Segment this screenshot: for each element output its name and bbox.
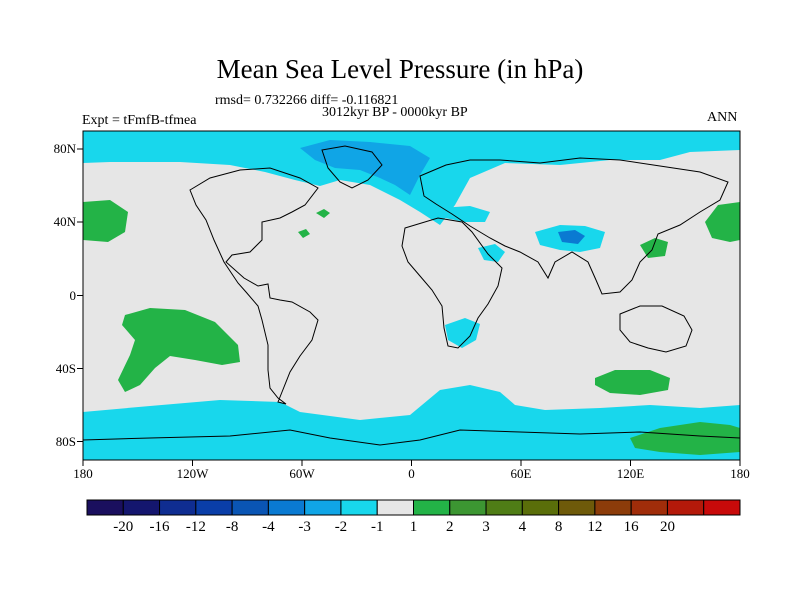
x-tick-label: 180 [73,466,93,481]
x-tick-label: 60W [289,466,315,481]
north-atlantic-negative-core [300,140,430,195]
colorbar-box [267,499,306,516]
colorbar-box [630,499,668,516]
south-pacific-positive-anomaly [118,308,240,392]
north-pacific-east-positive-anomaly [705,202,740,242]
colorbar-box [304,499,342,516]
south-africa-negative-anomaly [445,318,480,348]
arabia-negative-anomaly [478,244,505,262]
y-tick-label: 40S [55,360,76,376]
colorbar-box [195,499,233,516]
x-tick-label: 120W [176,466,209,481]
colorbar-box [376,499,415,516]
colorbar-box [703,499,741,516]
colorbar-box [594,499,632,516]
season-label: ANN [707,110,738,125]
antarctica-coastline [83,429,740,446]
colorbar-box [449,499,487,516]
colorbar-label: -1 [370,519,384,535]
x-tick-label: 180 [730,466,750,481]
stats-text: rmsd= 0.732266 diff= -0.116821 [215,93,399,108]
colorbar-box [485,499,523,516]
y-tick-label: 80S [55,433,76,449]
antarctic-positive-anomaly [630,422,740,455]
colorbar-label: -2 [334,519,348,535]
colorbar-label: 16 [623,519,639,535]
atlantic-small-positive-anomaly [316,209,330,218]
colorbar-label: -8 [225,519,239,535]
colorbar-box [231,499,269,516]
colorbar-label: 2 [446,519,454,535]
colorbar-label: 3 [482,519,490,535]
colorbar-label: 4 [518,519,527,535]
map-plot [83,131,740,460]
y-tick-label: 0 [69,287,77,303]
colorbar-box [340,499,378,516]
north-pacific-positive-anomaly [83,200,128,242]
atlantic-small-positive-anomaly-2 [298,229,310,238]
y-tick-label: 80N [53,141,76,156]
colorbar-label: -16 [149,519,170,535]
colorbar-box [413,499,451,516]
colorbar-box [521,499,560,516]
colorbar [86,499,741,516]
colorbar-label: -3 [298,519,311,535]
eurasia-coastline [419,157,729,295]
axis-ticks [77,148,741,466]
x-tick-label: 0 [408,466,415,481]
colorbar-box [86,499,124,516]
experiment-label: Expt = tFmfB-tfmea [82,113,197,128]
y-tick-label: 40N [53,214,76,229]
colorbar-box [122,499,161,516]
x-tick-label: 60E [510,466,532,481]
colorbar-box [558,499,596,516]
colorbar-label: 8 [554,519,563,535]
tibet-negative-core [558,230,585,244]
colorbar-label: -12 [185,519,206,535]
australia-coastline [619,305,693,353]
south-indian-positive-anomaly [595,370,670,395]
colorbar-label: -4 [262,519,275,535]
coastlines [83,145,740,446]
greenland-coastline [321,145,383,189]
colorbar-box [666,499,705,516]
mediterranean-negative-anomaly [440,206,490,222]
colorbar-label: 20 [659,519,675,535]
x-tick-label: 120E [616,466,645,481]
colorbar-box [159,499,197,516]
period-label: 3012kyr BP - 0000kyr BP [322,105,468,120]
africa-coastline [401,217,503,349]
colorbar-label: 1 [409,519,418,535]
map-title: Mean Sea Level Pressure (in hPa) [216,54,584,84]
southern-ocean-negative-anomaly [83,385,740,460]
colorbar-label: -20 [113,519,134,535]
japan-positive-anomaly [640,238,668,258]
colorbar-label: 12 [587,519,603,535]
americas-coastline [189,167,319,405]
